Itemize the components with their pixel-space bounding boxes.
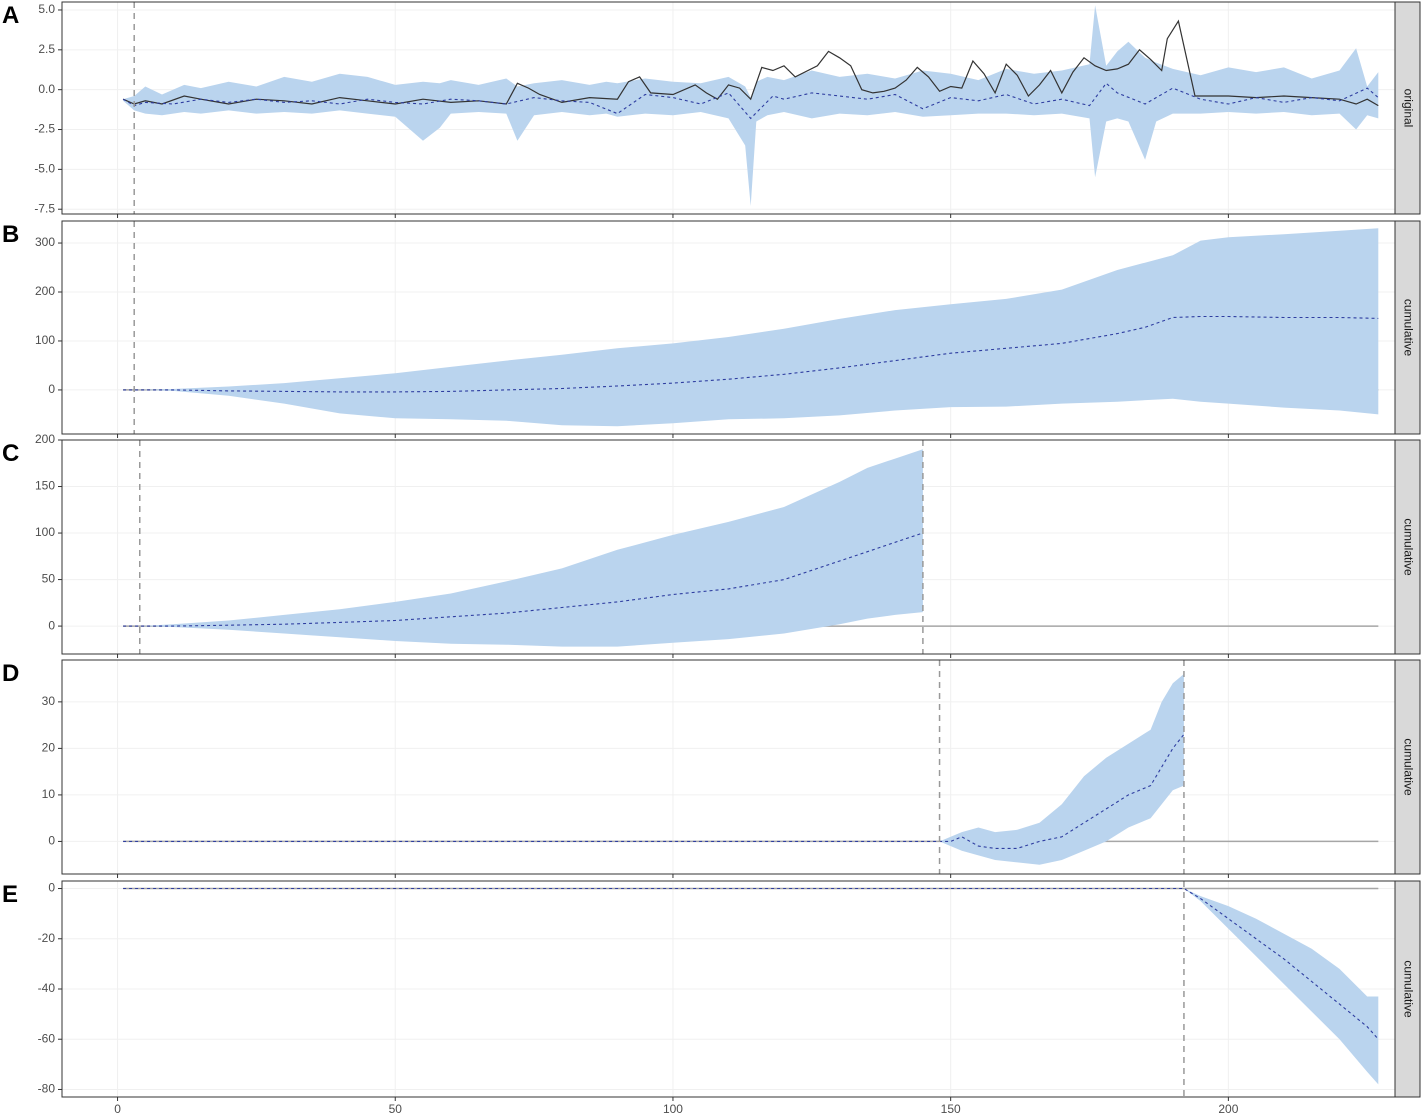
y-tick-label: -80 [38,1082,56,1096]
panel-letter: D [2,660,19,687]
y-tick-label: 20 [42,741,56,755]
y-tick-label: 30 [42,694,56,708]
y-tick-label: 10 [42,787,56,801]
facet-strip [1394,1,1421,215]
interval-ribbon [123,449,923,647]
y-tick-label: 200 [35,284,55,298]
panel-b: cumulative 300 200 100 0 B [2,220,1421,438]
x-tick-label: 150 [941,1102,961,1116]
predicted-line [123,315,1379,393]
y-tick-label: -60 [38,1031,56,1045]
facet-strip-label: cumulative [1401,299,1415,357]
interval-ribbon [123,228,1379,427]
y-tick-label: 0 [48,618,55,632]
panel-letter: B [2,221,19,248]
predicted-line [123,887,1379,1040]
y-tick-label: 0.0 [38,82,55,96]
facet-strip-label: cumulative [1401,518,1415,576]
observed-line [122,19,1379,107]
y-tick-label: 150 [35,479,55,493]
y-tick-label: -20 [38,931,56,945]
y-tick-label: 50 [42,572,56,586]
x-tick-label: 100 [663,1102,683,1116]
x-tick-label: 50 [389,1102,403,1116]
facet-strip-label: cumulative [1401,960,1415,1018]
panel-c: cumulative 200 150 100 50 0 C [2,432,1421,658]
y-tick-label: -2.5 [34,122,55,136]
panel-a: original 5.0 2.5 0.0 -2.5 -5.0 -7.5 A [2,1,1421,218]
panel-letter: E [2,881,18,908]
y-tick-label: -5.0 [34,162,55,176]
y-tick-label: 100 [35,525,55,539]
x-tick-label: 200 [1218,1102,1238,1116]
facet-strip [1394,220,1421,435]
y-tick-label: 0 [48,382,55,396]
x-tick-label: 0 [114,1102,121,1116]
y-tick-label: -7.5 [34,201,55,215]
y-tick-label: 0 [48,834,55,848]
facet-strip [1394,659,1421,875]
y-tick-label: 100 [35,333,55,347]
facet-strip-label: cumulative [1401,738,1415,796]
y-tick-label: 5.0 [38,2,55,16]
panel-letter: C [2,440,19,467]
interval-ribbon [939,674,1184,865]
predicted-line [123,734,1185,849]
y-tick-label: 300 [35,235,55,249]
predicted-line [123,532,924,627]
interval-ribbon [123,5,1379,207]
facet-strip-label: original [1401,89,1415,128]
y-tick-label: 2.5 [38,42,55,56]
panel-d: cumulative 30 20 10 0 D [2,659,1421,878]
interval-ribbon [1183,888,1379,1085]
y-tick-label: 0 [48,881,55,895]
panel-letter: A [2,2,19,29]
y-tick-label: 200 [35,432,55,446]
facet-strip [1394,439,1421,655]
panel-e: cumulative 0 -20 -40 -60 -80 0 50 100 150 200 E [2,880,1421,1116]
facet-strip [1394,880,1421,1098]
y-tick-label: -40 [38,981,56,995]
